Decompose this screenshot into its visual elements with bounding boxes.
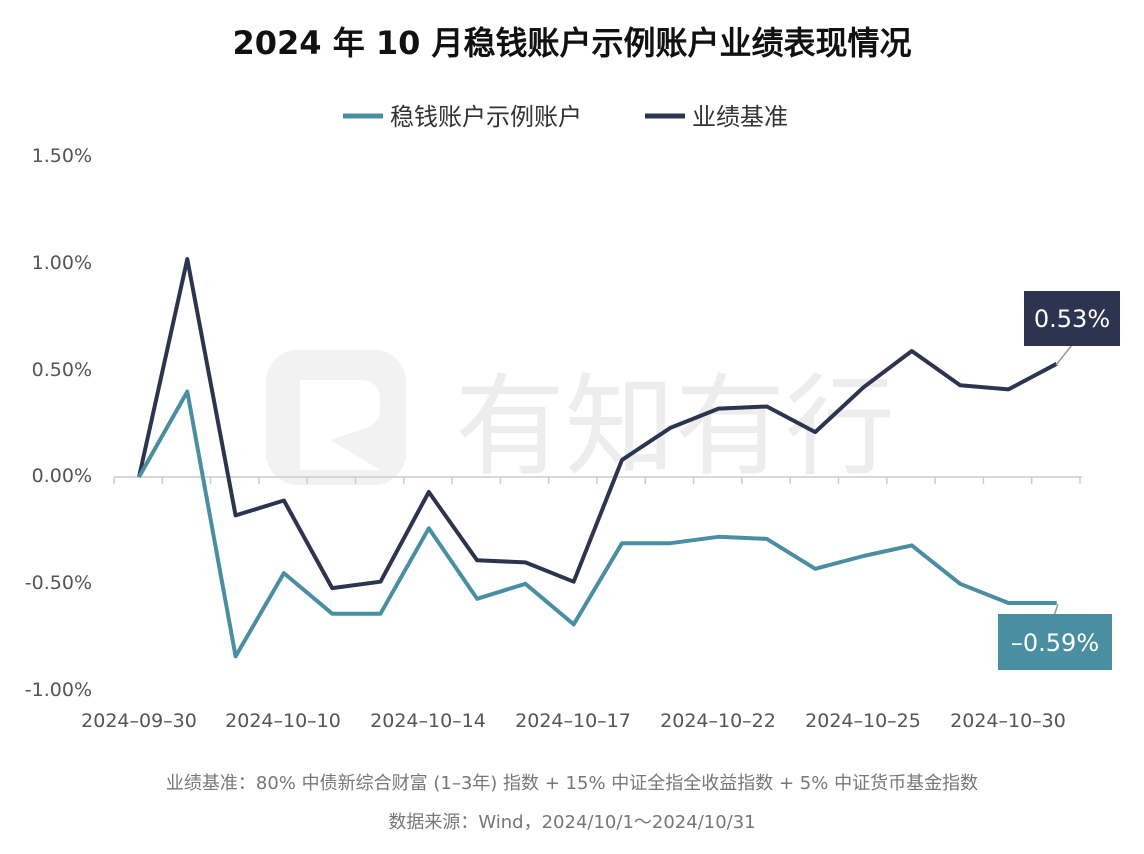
x-tick-label: 2024–10–22 [660, 710, 776, 732]
footnote-benchmark: 业绩基准：80% 中债新综合财富 (1–3年) 指数 + 15% 中证全指全收益… [166, 773, 978, 794]
series-line-account [137, 389, 1057, 659]
callout-account: –0.59% [998, 603, 1112, 670]
y-tick-label: 1.00% [32, 252, 92, 274]
y-tick-label: 0.00% [32, 465, 92, 487]
footnote-source: 数据来源：Wind，2024/10/1～2024/10/31 [388, 812, 755, 833]
chart-title: 2024 年 10 月稳钱账户示例账户业绩表现情况 [232, 24, 911, 62]
x-axis-labels: 2024–09–30 2024–10–10 2024–10–14 2024–10… [81, 710, 1066, 732]
legend-label-series-2: 业绩基准 [692, 103, 788, 131]
legend: 稳钱账户示例账户 业绩基准 [343, 103, 788, 131]
x-tick-label: 2024–10–25 [805, 710, 921, 732]
legend-label-series-1: 稳钱账户示例账户 [390, 103, 582, 131]
y-tick-label: 1.50% [32, 145, 92, 167]
x-tick-label: 2024–10–30 [950, 710, 1066, 732]
end-label-benchmark: 0.53% [1034, 305, 1110, 333]
x-tick-label: 2024–10–10 [225, 710, 341, 732]
x-tick-label: 2024–10–14 [370, 710, 486, 732]
x-tick-label: 2024–10–17 [515, 710, 631, 732]
y-tick-label: -1.00% [25, 679, 92, 701]
callout-box [998, 614, 1112, 670]
callout-leader [1055, 344, 1073, 366]
watermark-logo [266, 350, 406, 485]
callout-benchmark: 0.53% [1024, 291, 1120, 366]
series-line-benchmark [137, 257, 1058, 591]
x-tick-label: 2024–09–30 [81, 710, 197, 732]
y-tick-label: 0.50% [32, 359, 92, 381]
callout-box [1024, 291, 1120, 346]
x-axis-tickmarks [113, 477, 1081, 484]
y-axis: 1.50% 1.00% 0.50% 0.00% -0.50% -1.00% [25, 145, 92, 701]
end-label-account: –0.59% [1011, 629, 1099, 657]
y-tick-label: -0.50% [25, 572, 92, 594]
